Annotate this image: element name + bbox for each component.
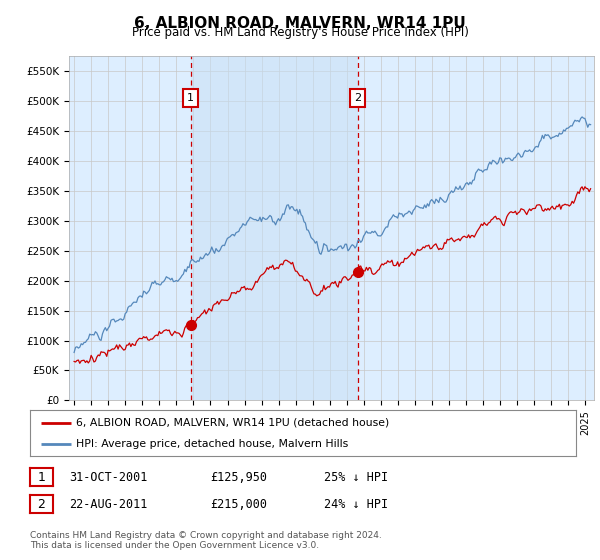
Text: 1: 1 xyxy=(37,470,46,484)
Text: 24% ↓ HPI: 24% ↓ HPI xyxy=(324,497,388,511)
Text: £125,950: £125,950 xyxy=(210,470,267,484)
Text: 25% ↓ HPI: 25% ↓ HPI xyxy=(324,470,388,484)
Text: £215,000: £215,000 xyxy=(210,497,267,511)
Text: 2: 2 xyxy=(354,93,361,103)
Text: 6, ALBION ROAD, MALVERN, WR14 1PU (detached house): 6, ALBION ROAD, MALVERN, WR14 1PU (detac… xyxy=(76,418,389,428)
Text: 6, ALBION ROAD, MALVERN, WR14 1PU: 6, ALBION ROAD, MALVERN, WR14 1PU xyxy=(134,16,466,31)
Text: Contains HM Land Registry data © Crown copyright and database right 2024.
This d: Contains HM Land Registry data © Crown c… xyxy=(30,530,382,550)
Text: Price paid vs. HM Land Registry's House Price Index (HPI): Price paid vs. HM Land Registry's House … xyxy=(131,26,469,39)
Text: HPI: Average price, detached house, Malvern Hills: HPI: Average price, detached house, Malv… xyxy=(76,439,349,449)
Text: 2: 2 xyxy=(37,497,46,511)
Text: 1: 1 xyxy=(187,93,194,103)
Bar xyxy=(191,56,358,400)
Text: 31-OCT-2001: 31-OCT-2001 xyxy=(69,470,148,484)
Text: 22-AUG-2011: 22-AUG-2011 xyxy=(69,497,148,511)
